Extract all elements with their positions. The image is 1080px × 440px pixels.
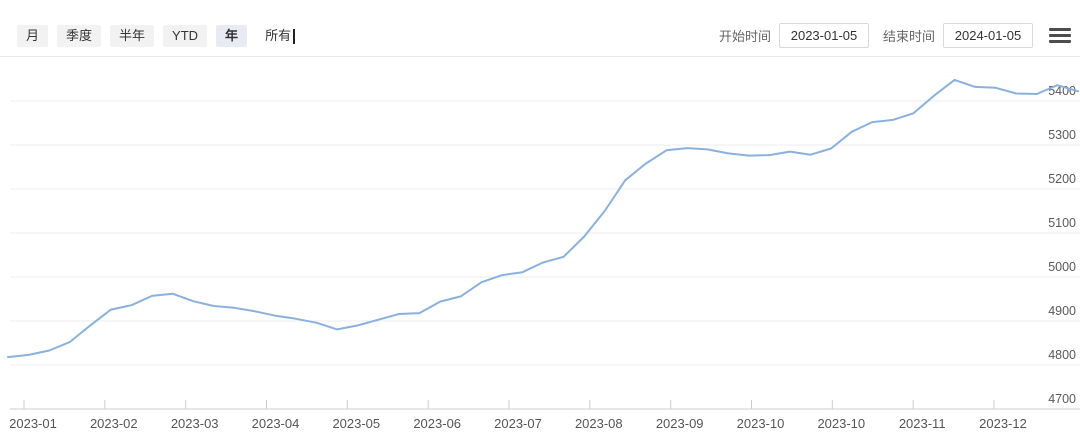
y-axis-label: 5000 [1048, 260, 1076, 274]
period-button-all[interactable]: 所有 [256, 25, 292, 47]
line-chart-svg[interactable]: 5400 5300 5200 5100 5000 4900 4800 4700 2023-01 2… [0, 57, 1080, 440]
chart-area[interactable]: 5400 5300 5200 5100 5000 4900 4800 4700 2023-01 2… [0, 57, 1080, 440]
x-axis-label: 2023-04 [252, 416, 300, 431]
period-button-year[interactable]: 年 [216, 25, 248, 47]
x-axis-label: 2023-09 [656, 416, 704, 431]
x-axis-label: 2023-05 [332, 416, 380, 431]
price-line [7, 78, 1079, 359]
y-axis-label: 5400 [1048, 84, 1076, 98]
start-date-input[interactable] [778, 23, 869, 48]
toolbar: 月 季度 半年 YTD 年 所有 开始时间 结束时间 [0, 0, 1080, 57]
y-axis-label: 5200 [1048, 172, 1076, 186]
x-axis-label: 2023-03 [171, 416, 219, 431]
period-button-quarter[interactable]: 季度 [57, 25, 102, 47]
menu-icon[interactable] [1049, 26, 1071, 45]
x-axis-label: 2023-01 [9, 416, 57, 431]
x-axis-label: 2023-08 [575, 416, 623, 431]
y-axis-label: 4900 [1048, 304, 1076, 318]
x-axis-label: 2023-10 [737, 416, 785, 431]
y-axis-label: 4700 [1048, 392, 1076, 406]
end-time-label: 结束时间 [882, 29, 935, 44]
period-button-month[interactable]: 月 [17, 25, 49, 47]
x-axis-label: 2023-10 [817, 416, 865, 431]
x-axis-label: 2023-07 [494, 416, 542, 431]
x-axis-label: 2023-11 [899, 416, 946, 431]
y-axis-label: 4800 [1048, 348, 1076, 362]
x-axis-label: 2023-12 [979, 416, 1027, 431]
end-date-input[interactable] [943, 23, 1033, 48]
x-axis-label: 2023-06 [413, 416, 461, 431]
period-button-halfyear[interactable]: 半年 [110, 25, 155, 47]
period-button-ytd[interactable]: YTD [163, 25, 208, 47]
text-caret [293, 28, 295, 44]
x-axis-label: 2023-02 [90, 416, 138, 431]
y-axis-label: 5100 [1048, 216, 1076, 230]
period-button-group: 月 季度 半年 YTD 年 所有 [17, 25, 295, 47]
y-axis-label: 5300 [1048, 128, 1076, 142]
date-range-controls: 开始时间 结束时间 [719, 23, 1071, 48]
start-time-label: 开始时间 [718, 29, 771, 44]
